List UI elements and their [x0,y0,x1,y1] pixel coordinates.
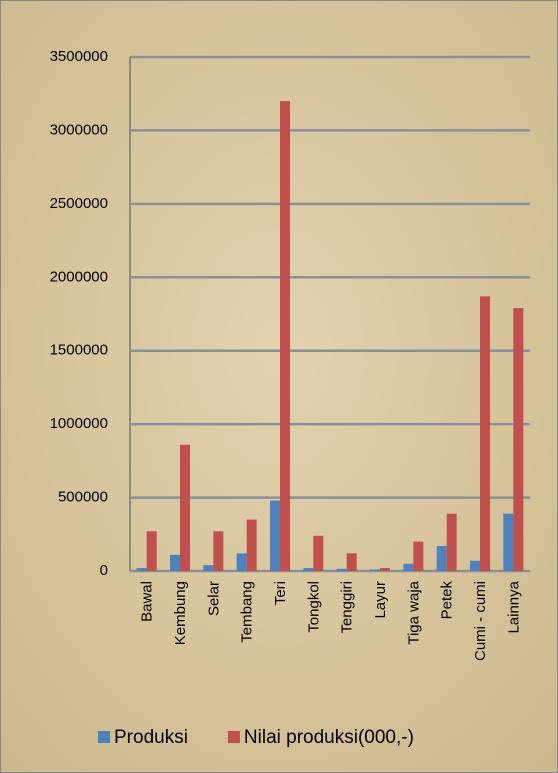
bar [236,553,247,571]
bar [446,513,457,571]
legend-swatch [98,731,110,743]
bar [513,308,524,571]
y-tick-label: 2500000 [50,195,108,212]
x-tick-label: Layur [372,581,389,619]
bar [270,500,280,571]
x-tick-label: Petek [439,581,456,620]
bar [480,296,490,571]
x-tick-label: Teri [272,581,289,605]
bar [413,541,424,571]
x-tick-label: Kembung [172,581,189,645]
bar [146,531,157,571]
bar [180,444,190,571]
legend-swatch [227,731,240,743]
bar [280,101,290,572]
y-tick-label: 3000000 [50,121,108,138]
bar [346,553,357,571]
y-tick-label: 0 [100,562,108,579]
x-tick-label: Tenggiri [339,581,356,634]
bar [336,568,347,571]
x-tick-label: Lainnya [505,580,522,633]
bar [203,565,214,571]
bar [246,519,257,571]
x-tick-label: Bawal [139,581,156,622]
y-tick-label: 3500000 [50,48,108,65]
bar [436,546,447,571]
bar [370,569,380,571]
bar [503,513,514,571]
bar [136,568,147,571]
x-tick-label: Cumi - cumi [472,581,489,661]
x-tick-label: Tongkol [305,581,322,633]
legend-label: Nilai produksi(000,-) [244,727,414,748]
y-tick-label: 2000000 [50,268,108,285]
bar [380,568,390,571]
x-tick-label: Tiga waja [405,580,422,644]
y-tick-label: 1000000 [50,415,108,432]
y-tick-label: 500000 [58,489,108,506]
bar [170,554,180,571]
bar [213,531,224,571]
bar [470,560,480,571]
x-tick-label: Tembang [239,581,256,643]
bar [403,563,414,571]
x-tick-label: Selar [205,581,222,616]
y-tick-label: 1500000 [50,342,108,359]
legend-label: Produksi [114,727,188,748]
bar [313,535,324,571]
bar [303,568,314,571]
